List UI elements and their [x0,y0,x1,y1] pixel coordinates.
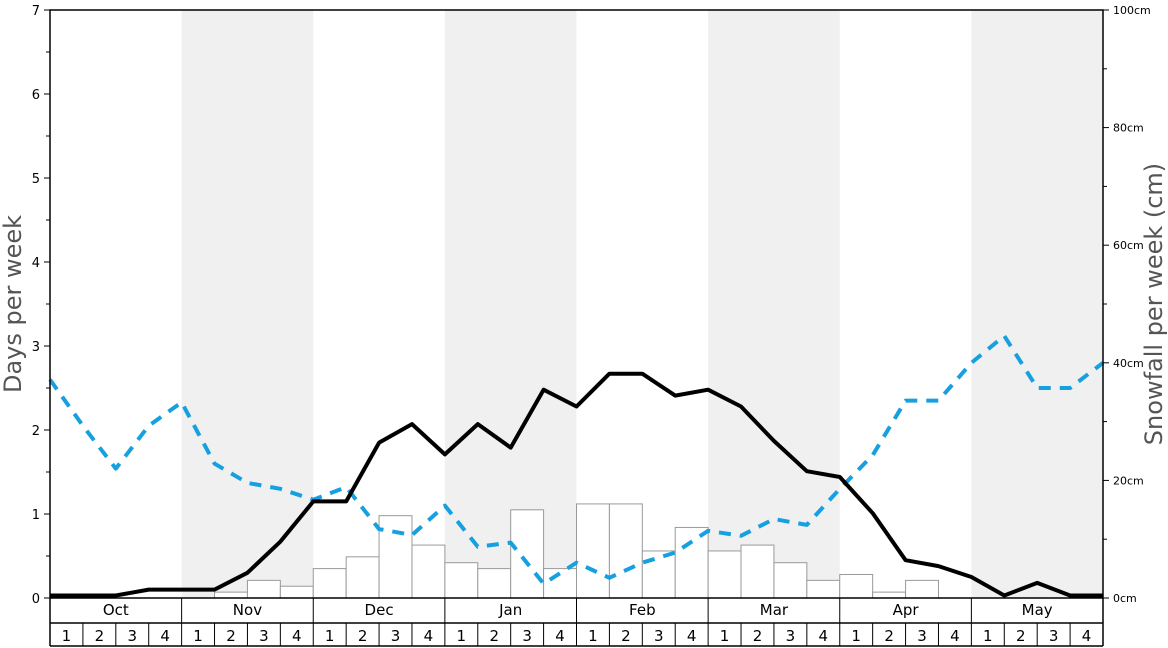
y-left-tick-label: 3 [32,340,40,355]
week-label: 4 [424,627,434,645]
week-label: 4 [1082,627,1092,645]
y-right-tick-label: 20cm [1113,474,1144,487]
week-label: 1 [62,627,72,645]
snowfall-bar [839,573,874,599]
y-left-tick-label: 0 [32,592,40,607]
y-left-tick-label: 2 [32,424,40,439]
week-label: 1 [193,627,203,645]
week-label: 1 [457,627,467,645]
week-label: 2 [621,627,631,645]
month-band-nov [181,10,314,598]
snowfall-bar [608,503,643,599]
snowfall-bar [279,585,314,599]
week-label: 1 [325,627,335,645]
month-label-dec: Dec [365,601,394,619]
week-label: 3 [654,627,664,645]
y-right-tick-label: 80cm [1113,122,1144,135]
week-label: 4 [687,627,697,645]
month-label-mar: Mar [760,601,789,619]
snowfall-bar [872,591,907,599]
y-right-tick-label: 0cm [1113,592,1137,605]
snowfall-bar [510,509,545,599]
snowfall-bar [477,568,512,599]
week-label: 2 [358,627,368,645]
month-label-may: May [1022,601,1053,619]
week-label: 1 [720,627,730,645]
snowfall-bar [905,579,939,599]
week-label: 4 [160,627,170,645]
snowfall-bar [641,550,676,599]
week-label: 4 [819,627,829,645]
week-label: 1 [588,627,598,645]
week-label: 3 [786,627,796,645]
week-label: 3 [259,627,269,645]
week-label: 2 [753,627,763,645]
week-label: 3 [391,627,401,645]
week-label: 1 [851,627,861,645]
month-label-jan: Jan [498,601,522,619]
snowfall-bar [543,568,577,599]
y-axis-left-title: Days per week [0,215,27,393]
snowfall-bar [576,503,610,599]
snowfall-bar [411,544,446,599]
month-label-oct: Oct [103,601,129,619]
snowfall-bar [707,550,742,599]
snowfall-bar [773,562,808,599]
snowfall-bar [378,515,413,599]
snowfall-bar [740,544,775,599]
snowfall-bar [806,579,841,599]
axes: 0 1 2 3 4 5 6 7 0cm 20cm 40cm 60cm 80cm 100cm Oct 1 2 3 4 N… [32,4,1151,647]
y-axis-right-title: Snowfall per week (cm) [1140,163,1168,445]
y-right-tick-label: 60cm [1113,239,1144,252]
week-label: 3 [917,627,927,645]
y-right-tick-label: 40cm [1113,357,1144,370]
y-right-tick-label: 100cm [1113,4,1151,17]
snowfall-bar [246,579,281,599]
week-label: 4 [292,627,302,645]
month-bands [181,10,1103,598]
week-label: 1 [983,627,993,645]
month-band-jan [444,10,577,598]
week-label: 3 [127,627,137,645]
y-left-tick-label: 7 [32,4,40,19]
y-left-tick-label: 6 [32,88,40,103]
week-label: 4 [555,627,565,645]
y-left-tick-label: 5 [32,172,40,187]
month-band-may [971,10,1103,598]
series-lines [48,333,1105,598]
week-label: 3 [1049,627,1059,645]
snowfall-bars [214,503,939,599]
week-label: 2 [95,627,105,645]
y-left-tick-label: 1 [32,508,40,523]
week-label: 3 [522,627,532,645]
week-label: 2 [226,627,236,645]
week-label: 2 [489,627,499,645]
snowfall-bar [444,562,479,599]
month-label-nov: Nov [233,601,262,619]
week-label: 2 [884,627,894,645]
month-label-apr: Apr [893,601,920,619]
y-left-tick-label: 4 [32,256,40,271]
snowfall-bar [345,556,380,599]
dashed-series-line [48,333,1105,586]
month-label-feb: Feb [629,601,656,619]
month-band-mar [708,10,840,598]
snowfall-bar [312,568,347,599]
days-series-line [50,371,1103,598]
snowfall-bar [674,526,709,599]
week-label: 4 [950,627,960,645]
week-label: 2 [1016,627,1026,645]
snowfall-bar [214,591,248,599]
